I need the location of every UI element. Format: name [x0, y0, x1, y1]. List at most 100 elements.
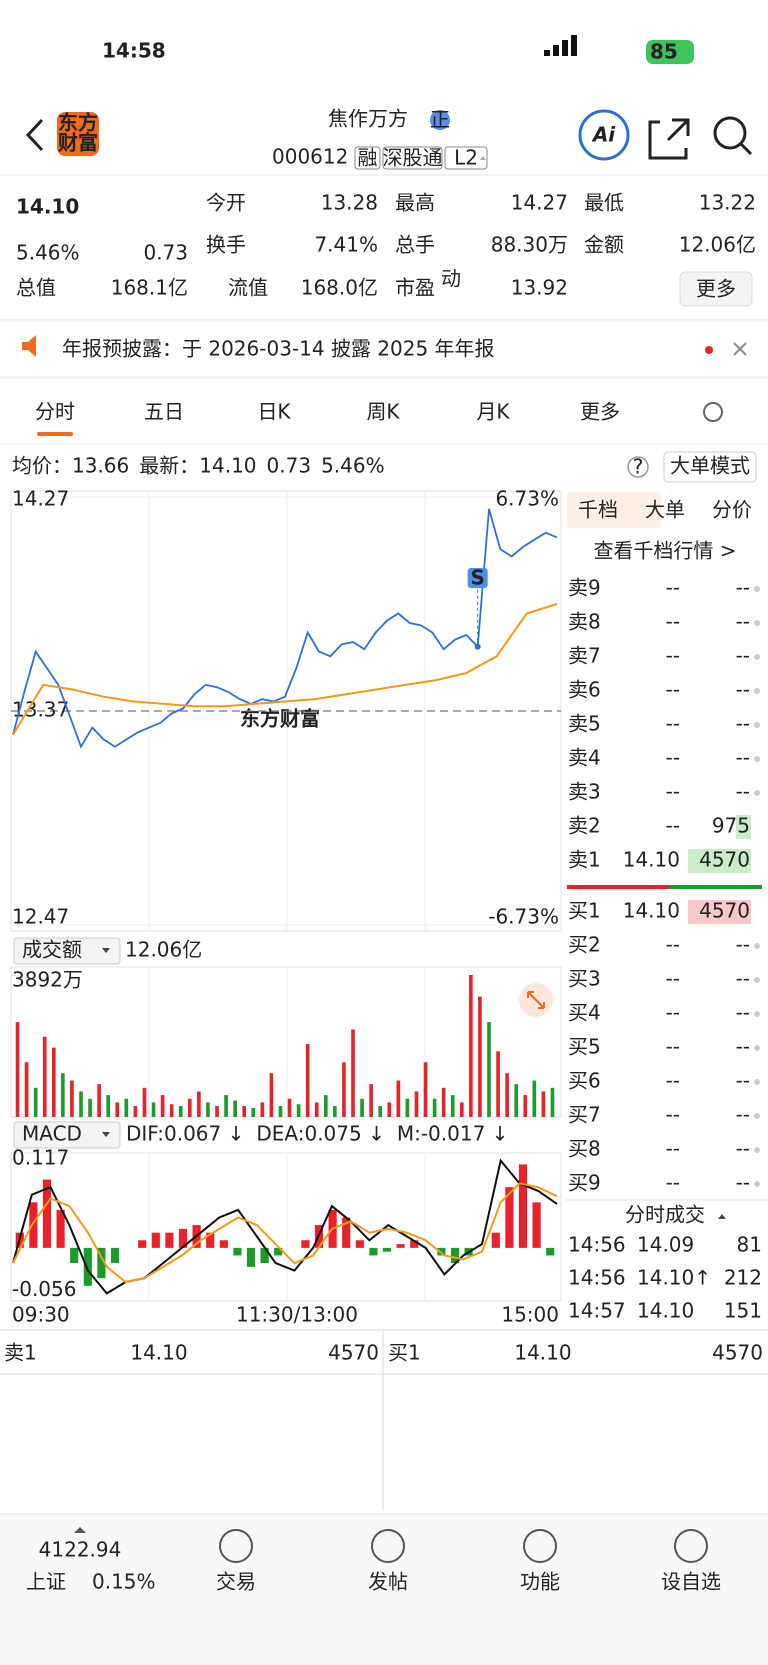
- tag-box: [354, 146, 381, 170]
- volume-bar: [260, 1102, 265, 1117]
- settings-icon[interactable]: [703, 402, 723, 422]
- marker-label: S: [470, 566, 484, 590]
- last-price: 14.10: [16, 195, 79, 219]
- macd-bar: [42, 1179, 52, 1248]
- macd-bar: [233, 1247, 242, 1256]
- legend-item: DIF:0.067 ↓: [126, 1122, 244, 1146]
- book-label: 买6: [568, 1069, 601, 1093]
- tab[interactable]: 更多: [580, 400, 620, 424]
- nav-item[interactable]: 交易: [216, 1570, 256, 1594]
- tab[interactable]: 周K: [366, 400, 400, 424]
- macd-bar: [246, 1247, 256, 1267]
- dropdown-arrow: [102, 1132, 110, 1137]
- change: 0.73: [143, 241, 188, 265]
- macd-bar: [206, 1232, 215, 1248]
- book-volume: --: [736, 678, 750, 702]
- macd-bar: [178, 1228, 188, 1248]
- book-label: 买3: [568, 967, 601, 991]
- bottom-price: 14.10: [130, 1341, 187, 1365]
- more-label[interactable]: 更多: [696, 277, 736, 301]
- book-label: 卖1: [568, 848, 601, 872]
- search-icon[interactable]: [713, 116, 747, 150]
- notice-text: 年报预披露：于 2026-03-14 披露 2025 年年报: [62, 337, 495, 361]
- price-line: [12, 508, 558, 749]
- book-volume: --: [736, 967, 750, 991]
- stat-sup: 动: [441, 267, 461, 291]
- book-dot: [754, 722, 760, 728]
- macd-bar: [355, 1240, 364, 1248]
- selector[interactable]: 成交额: [22, 938, 82, 962]
- trade-volume: 212: [724, 1266, 762, 1290]
- volume-bar: [70, 1080, 74, 1117]
- volume-bar: [505, 1073, 509, 1117]
- volume-bar: [88, 1098, 92, 1117]
- signal-bar: [562, 40, 568, 56]
- chart-frame: [10, 966, 562, 1118]
- nav-icon[interactable]: [219, 1529, 253, 1563]
- tab[interactable]: 五日: [144, 400, 184, 424]
- speaker-icon: [22, 335, 36, 357]
- book-price: --: [666, 1103, 680, 1127]
- book-tab[interactable]: 千档: [578, 498, 618, 522]
- close-icon[interactable]: [733, 342, 747, 356]
- volume-bar: [160, 1095, 165, 1117]
- book-volume: --: [736, 1103, 750, 1127]
- stat-label: 金额: [584, 233, 624, 257]
- nav-item[interactable]: 功能: [520, 1570, 560, 1594]
- nav-icon[interactable]: [523, 1529, 557, 1563]
- macd-bar: [219, 1240, 228, 1248]
- volume-bar: [206, 1102, 210, 1117]
- sort-arrow: [718, 1214, 726, 1219]
- ai-label[interactable]: Ai: [591, 123, 616, 147]
- book-tab[interactable]: 大单: [645, 498, 685, 522]
- book-dot: [754, 977, 760, 983]
- book-price: --: [666, 1069, 680, 1093]
- change-pct: 5.46%: [16, 241, 80, 265]
- tab[interactable]: 日K: [257, 400, 291, 424]
- volume-bar: [514, 1084, 519, 1117]
- book-price: --: [666, 678, 680, 702]
- y-tick-label: 12.47: [12, 905, 69, 929]
- tab-underline: [37, 432, 73, 436]
- volume-bar: [61, 1073, 65, 1117]
- book-volume: --: [736, 933, 750, 957]
- book-dot: [754, 1079, 760, 1085]
- nav-item[interactable]: 发帖: [368, 1570, 408, 1594]
- more-button: [679, 271, 753, 307]
- tab[interactable]: 分时: [35, 400, 75, 424]
- macd-bar: [505, 1187, 514, 1248]
- bottom-price: 14.10: [514, 1341, 571, 1365]
- legend-item: M:-0.017 ↓: [397, 1122, 509, 1146]
- battery: [646, 40, 694, 64]
- macd-bar: [518, 1164, 528, 1248]
- book-label: 买1: [568, 899, 601, 923]
- book-tab[interactable]: 分价: [712, 498, 752, 522]
- book-link[interactable]: 查看千档行情 >: [593, 539, 736, 563]
- pct-label: -6.73%: [488, 905, 559, 929]
- volume-bar: [441, 1087, 446, 1117]
- volume-bar: [387, 1102, 392, 1117]
- nav-item[interactable]: 设自选: [661, 1570, 721, 1594]
- back-icon[interactable]: [25, 118, 44, 152]
- nav-icon[interactable]: [674, 1529, 708, 1563]
- tag: 深股通: [383, 146, 443, 170]
- book-label: 卖6: [568, 678, 601, 702]
- volume-bar: [487, 1022, 491, 1117]
- volume-bar: [269, 1073, 274, 1117]
- y-tick-label: 3892万: [12, 968, 83, 992]
- stat-value: 7.41%: [314, 233, 378, 257]
- stat-label: 总手: [395, 233, 435, 257]
- index-value[interactable]: 4122.94: [39, 1538, 122, 1562]
- volume-bar: [342, 1062, 346, 1117]
- ai-button[interactable]: [578, 109, 630, 161]
- share-icon[interactable]: [648, 118, 690, 160]
- selector[interactable]: MACD: [22, 1122, 82, 1146]
- volume-bar: [233, 1100, 237, 1117]
- nav-icon[interactable]: [371, 1529, 405, 1563]
- book-price: 14.10: [623, 899, 680, 923]
- tab[interactable]: 月K: [476, 400, 510, 424]
- mode-button[interactable]: 大单模式: [670, 454, 750, 478]
- book-volume: --: [736, 1137, 750, 1161]
- trade-price: 14.09: [637, 1233, 694, 1257]
- macd-bar: [110, 1247, 120, 1264]
